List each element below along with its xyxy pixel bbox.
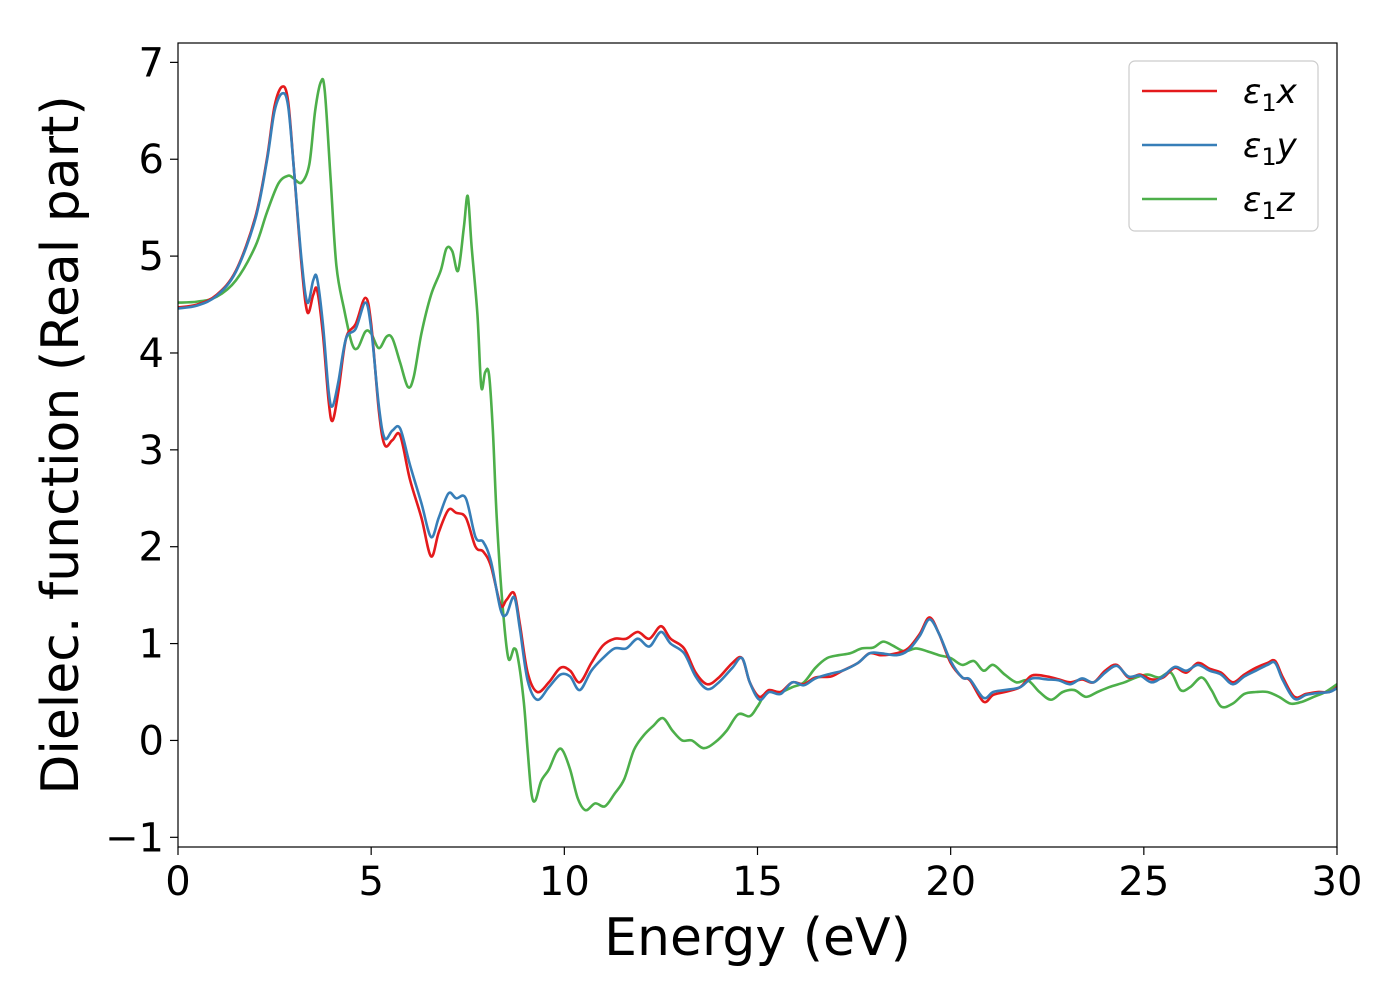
legend-entry-z: ε1z [1142, 180, 1296, 225]
legend-entry-x: ε1x [1142, 72, 1298, 117]
series-line-z [178, 77, 1337, 812]
x-tick-label: 5 [358, 859, 383, 905]
y-tick-label: 6 [139, 137, 164, 183]
x-tick-label: 20 [925, 859, 976, 905]
legend: ε1x ε1y ε1z [1128, 60, 1319, 232]
y-tick-label: 3 [139, 428, 164, 474]
x-tick-label: 10 [539, 859, 590, 905]
x-tick-label: 30 [1312, 859, 1363, 905]
x-tick-label: 15 [732, 859, 783, 905]
legend-label: ε1y [1243, 126, 1298, 171]
y-axis-label: Dielec. function (Real part) [31, 95, 91, 794]
legend-label: ε1x [1243, 72, 1298, 117]
x-tick-label: 25 [1118, 859, 1169, 905]
y-tick-label: 1 [139, 622, 164, 668]
series-lines [178, 77, 1337, 812]
y-tick-label: 2 [139, 525, 164, 571]
legend-label: ε1z [1243, 180, 1296, 225]
y-tick-label: 5 [139, 234, 164, 280]
axes-frame [177, 42, 1338, 848]
series-line-y [178, 91, 1337, 702]
y-tick-label: 7 [139, 40, 164, 86]
legend-box [1128, 60, 1319, 232]
y-tick-label: 4 [139, 331, 164, 377]
y-tick-label: 0 [139, 718, 164, 764]
legend-entry-y: ε1y [1142, 126, 1298, 171]
x-axis-label: Energy (eV) [604, 908, 911, 968]
x-tick-label: 0 [165, 859, 190, 905]
y-tick-label: −1 [105, 815, 164, 861]
